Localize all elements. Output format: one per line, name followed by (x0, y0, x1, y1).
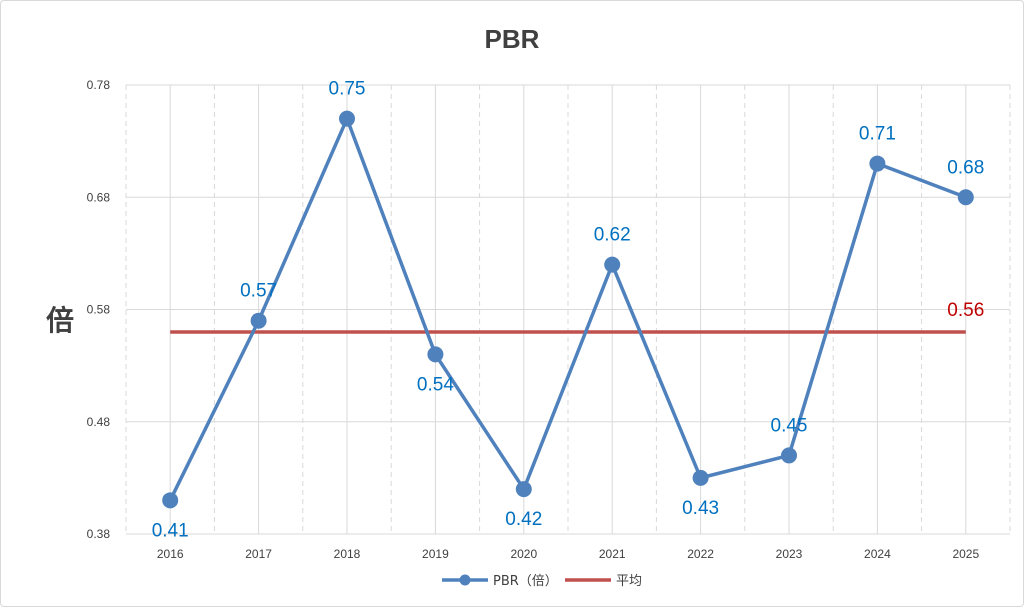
pbr-data-label: 0.71 (859, 124, 896, 145)
pbr-data-point (427, 346, 444, 363)
y-tick-label: 0.48 (87, 415, 111, 429)
data-label-layer: 0.41 0.57 0.75 0.54 0.42 0.62 0.43 0.45 0.71 0.68… (152, 79, 985, 542)
x-tick-label: 2022 (687, 547, 714, 561)
pbr-data-point (515, 481, 532, 498)
x-tick-label: 2016 (157, 547, 184, 561)
pbr-data-label: 0.57 (240, 281, 277, 302)
x-tick-label: 2019 (422, 547, 449, 561)
pbr-data-point (339, 110, 355, 127)
axis-layer: 0.38 0.48 0.58 0.68 0.78 2016 2017 2018 2019 2020… (87, 78, 980, 561)
grid-layer (125, 84, 1011, 535)
pbr-data-point (692, 469, 709, 486)
x-tick-label: 2024 (864, 547, 891, 561)
chart-title: PBR (485, 24, 540, 54)
pbr-data-label: 0.75 (329, 79, 366, 100)
pbr-data-label: 0.68 (947, 157, 984, 178)
y-tick-label: 0.58 (87, 303, 111, 317)
y-axis-label: 倍 (46, 304, 74, 337)
x-tick-label: 2023 (776, 547, 803, 561)
x-tick-label: 2025 (952, 547, 979, 561)
pbr-data-label: 0.42 (505, 509, 542, 530)
pbr-data-label: 0.41 (152, 520, 189, 541)
average-data-label: 0.56 (947, 300, 984, 321)
legend-marker-pbr (459, 574, 471, 586)
series-layer (162, 110, 974, 509)
pbr-data-label: 0.45 (771, 415, 808, 436)
y-tick-label: 0.68 (87, 190, 111, 204)
pbr-data-label: 0.54 (417, 374, 454, 395)
x-tick-label: 2018 (334, 547, 361, 561)
x-tick-label: 2020 (510, 547, 537, 561)
pbr-data-point (781, 447, 797, 464)
pbr-data-point (162, 492, 179, 509)
x-tick-label: 2021 (599, 547, 626, 561)
legend-label-average: 平均 (616, 574, 642, 589)
pbr-data-label: 0.43 (682, 498, 719, 519)
pbr-data-point (869, 155, 886, 172)
pbr-data-point (604, 256, 621, 273)
y-tick-label: 0.78 (87, 78, 111, 92)
pbr-series-line (168, 116, 967, 502)
pbr-data-point (250, 312, 267, 329)
legend: PBR（倍） 平均 (442, 574, 642, 589)
pbr-data-point (957, 189, 974, 206)
pbr-data-label: 0.62 (594, 225, 631, 246)
x-tick-label: 2017 (245, 547, 272, 561)
legend-label-pbr: PBR（倍） (493, 574, 558, 589)
y-tick-label: 0.38 (87, 527, 111, 541)
